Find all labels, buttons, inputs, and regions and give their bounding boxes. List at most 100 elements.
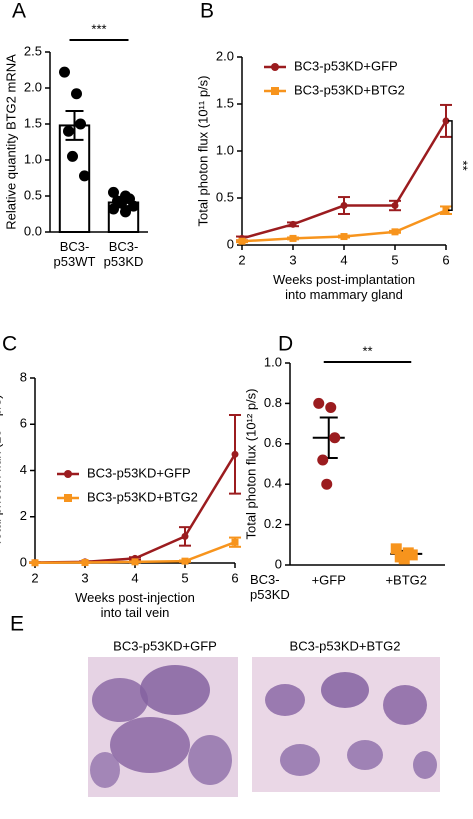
y-tick-label: 2.5 (24, 43, 42, 58)
y-axis-label: Total photon flux (10¹² p/s) (243, 388, 258, 539)
y-tick-label: 0.5 (216, 189, 234, 204)
panel-label: C (2, 333, 17, 356)
marker (81, 559, 89, 567)
x-tick-label: 4 (131, 570, 138, 585)
marker (181, 532, 189, 540)
marker (120, 206, 131, 218)
legend-label: BC3-p53KD+GFP (87, 465, 191, 480)
x-tick-label: 2 (238, 252, 245, 267)
x-axis-label: Weeks post-injection into tail vein (75, 590, 195, 620)
marker (238, 237, 246, 245)
y-axis-label: Total photon flux (10¹⁰ p/s) (0, 395, 3, 547)
y-tick-label: 4 (20, 462, 27, 477)
x-tick-label: 2 (31, 570, 38, 585)
x-tick-label: 6 (231, 570, 238, 585)
y-axis-label: Total photon flux (10¹¹ p/s) (195, 75, 210, 226)
panel-label: B (200, 0, 214, 23)
marker (67, 150, 78, 162)
marker (59, 66, 70, 78)
marker (289, 220, 297, 228)
marker (79, 170, 90, 182)
marker (398, 553, 410, 565)
marker (313, 397, 325, 409)
marker (390, 543, 402, 555)
y-tick-label: 1.0 (24, 151, 42, 166)
x-tick-label: BC3-p53KD (104, 239, 144, 269)
y-tick-label: 0.6 (264, 435, 282, 450)
y-axis-label: Relative quantity BTG2 mRNA (3, 54, 18, 230)
panel-label: E (10, 613, 24, 636)
legend-label: BC3-p53KD+GFP (294, 58, 398, 73)
significance-label: ** (362, 343, 372, 358)
marker (71, 88, 82, 100)
x-tick-label: BC3-p53WT (54, 239, 96, 269)
histology-image (252, 657, 440, 792)
marker (321, 478, 333, 490)
marker (391, 202, 399, 210)
marker (271, 87, 279, 95)
marker (31, 559, 39, 567)
group-label: BC3-p53KD (250, 572, 290, 602)
marker (128, 200, 139, 212)
y-tick-label: 1.0 (216, 142, 234, 157)
marker (64, 494, 72, 502)
marker (108, 203, 119, 215)
marker (231, 450, 239, 458)
y-tick-label: 0 (20, 554, 27, 569)
marker (340, 233, 348, 241)
marker (271, 63, 279, 71)
marker (325, 401, 337, 413)
significance-bracket (448, 120, 453, 211)
x-tick-label: 3 (289, 252, 296, 267)
x-tick-label: 5 (391, 252, 398, 267)
x-tick-label: 4 (340, 252, 347, 267)
y-tick-label: 2.0 (216, 48, 234, 63)
x-tick-label: 6 (442, 252, 449, 267)
marker (131, 558, 139, 566)
y-tick-label: 1.0 (264, 354, 282, 369)
x-tick-label: +BTG2 (385, 572, 427, 587)
legend-label: BC3-p53KD+BTG2 (87, 489, 198, 504)
significance-label: ** (456, 161, 471, 171)
marker (181, 557, 189, 565)
legend-label: BC3-p53KD+BTG2 (294, 82, 405, 97)
x-tick-label: 3 (81, 570, 88, 585)
y-tick-label: 0.2 (264, 516, 282, 531)
panel-label: A (12, 0, 26, 23)
y-tick-label: 0.4 (264, 476, 282, 491)
y-tick-label: 0.8 (264, 395, 282, 410)
marker (116, 197, 127, 209)
image-title: BC3-p53KD+BTG2 (290, 638, 401, 653)
y-tick-label: 2.0 (24, 79, 42, 94)
y-tick-label: 0.5 (24, 187, 42, 202)
y-tick-label: 0 (275, 556, 282, 571)
significance-label: *** (91, 21, 106, 36)
marker (63, 125, 74, 137)
marker (108, 186, 119, 198)
y-tick-label: 1.5 (216, 95, 234, 110)
panel-label: D (278, 333, 293, 356)
histology-image (88, 657, 238, 797)
y-tick-label: 0.0 (24, 223, 42, 238)
x-axis-label: Weeks post-implantation into mammary glan… (273, 272, 415, 302)
marker (391, 228, 399, 236)
marker (75, 118, 86, 130)
y-tick-label: 0 (227, 236, 234, 251)
image-title: BC3-p53KD+GFP (113, 638, 217, 653)
marker (340, 202, 348, 210)
marker (406, 549, 418, 561)
marker (317, 454, 329, 466)
series-line (241, 120, 448, 240)
x-tick-label: 5 (181, 570, 188, 585)
marker (289, 234, 297, 242)
marker (329, 432, 341, 444)
marker (231, 538, 239, 546)
marker (442, 206, 450, 214)
y-tick-label: 1.5 (24, 115, 42, 130)
y-tick-label: 6 (20, 416, 27, 431)
marker (442, 117, 450, 125)
x-tick-label: +GFP (312, 572, 346, 587)
y-tick-label: 2 (20, 508, 27, 523)
y-tick-label: 8 (20, 369, 27, 384)
